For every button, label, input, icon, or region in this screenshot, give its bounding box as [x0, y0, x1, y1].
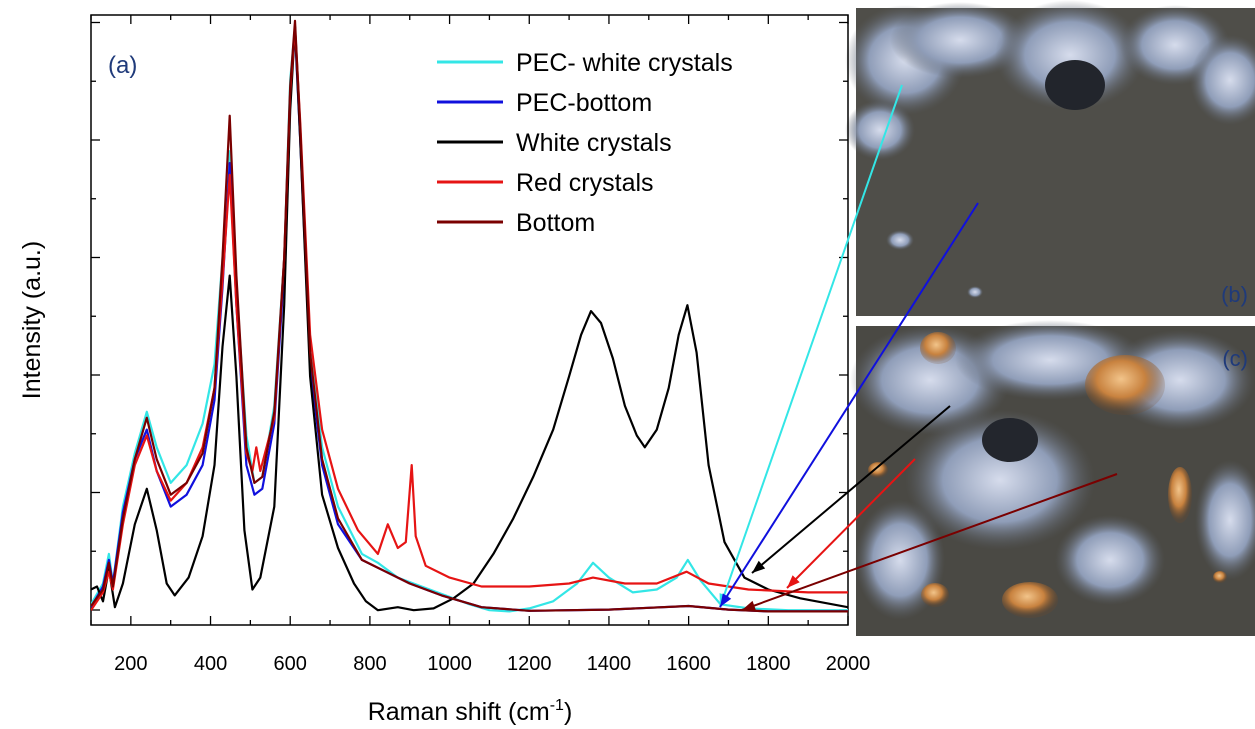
x-tick-label: 400	[194, 653, 227, 675]
x-tick-labels: 200 400 600 800 1000 1200 1400 1600 1800 2000	[114, 653, 870, 675]
legend-label: PEC-bottom	[516, 89, 652, 117]
x-tick-label: 800	[353, 653, 386, 675]
micrograph-b: (b)	[845, 0, 1255, 316]
series-line-white-crystals	[91, 25, 848, 612]
legend-label: Red crystals	[516, 169, 654, 197]
pointer-arrow-line	[719, 202, 979, 608]
x-tick-label: 1200	[507, 653, 552, 675]
pointer-arrow-line	[719, 84, 903, 608]
x-tick-label: 1400	[587, 653, 632, 675]
pointer-arrow-head	[787, 575, 800, 588]
x-tick-label: 1000	[427, 653, 472, 675]
panel-b-label: (b)	[1221, 282, 1248, 307]
x-tick-label: 600	[274, 653, 307, 675]
pointer-arrow-line	[786, 458, 916, 589]
axis-ticks	[90, 15, 849, 625]
pointer-arrows	[719, 84, 1118, 611]
legend-label: White crystals	[516, 129, 672, 157]
y-axis-title: Intensity (a.u.)	[18, 241, 46, 399]
pointer-arrow-head	[720, 593, 732, 607]
legend-label: Bottom	[516, 209, 595, 237]
legend: PEC- white crystals PEC-bottom White cryst…	[437, 49, 733, 237]
x-tick-label: 1800	[746, 653, 791, 675]
panel-a-label: (a)	[108, 52, 137, 79]
x-tick-label: 1600	[666, 653, 711, 675]
micrograph-c: (c)	[850, 320, 1255, 636]
x-axis-title: Raman shift (cm-1)	[368, 697, 573, 726]
plot-frame	[90, 14, 849, 626]
series-line-bottom	[91, 19, 848, 613]
pointer-arrow-line	[741, 473, 1118, 611]
panel-c-label: (c)	[1222, 346, 1248, 371]
series-group	[91, 19, 848, 613]
x-tick-label: 200	[114, 653, 147, 675]
pointer-arrow-line	[751, 405, 951, 574]
legend-label: PEC- white crystals	[516, 49, 733, 77]
pointer-arrow-head	[742, 600, 756, 611]
x-tick-label: 2000	[826, 653, 871, 675]
pointer-arrow-head	[752, 560, 766, 573]
